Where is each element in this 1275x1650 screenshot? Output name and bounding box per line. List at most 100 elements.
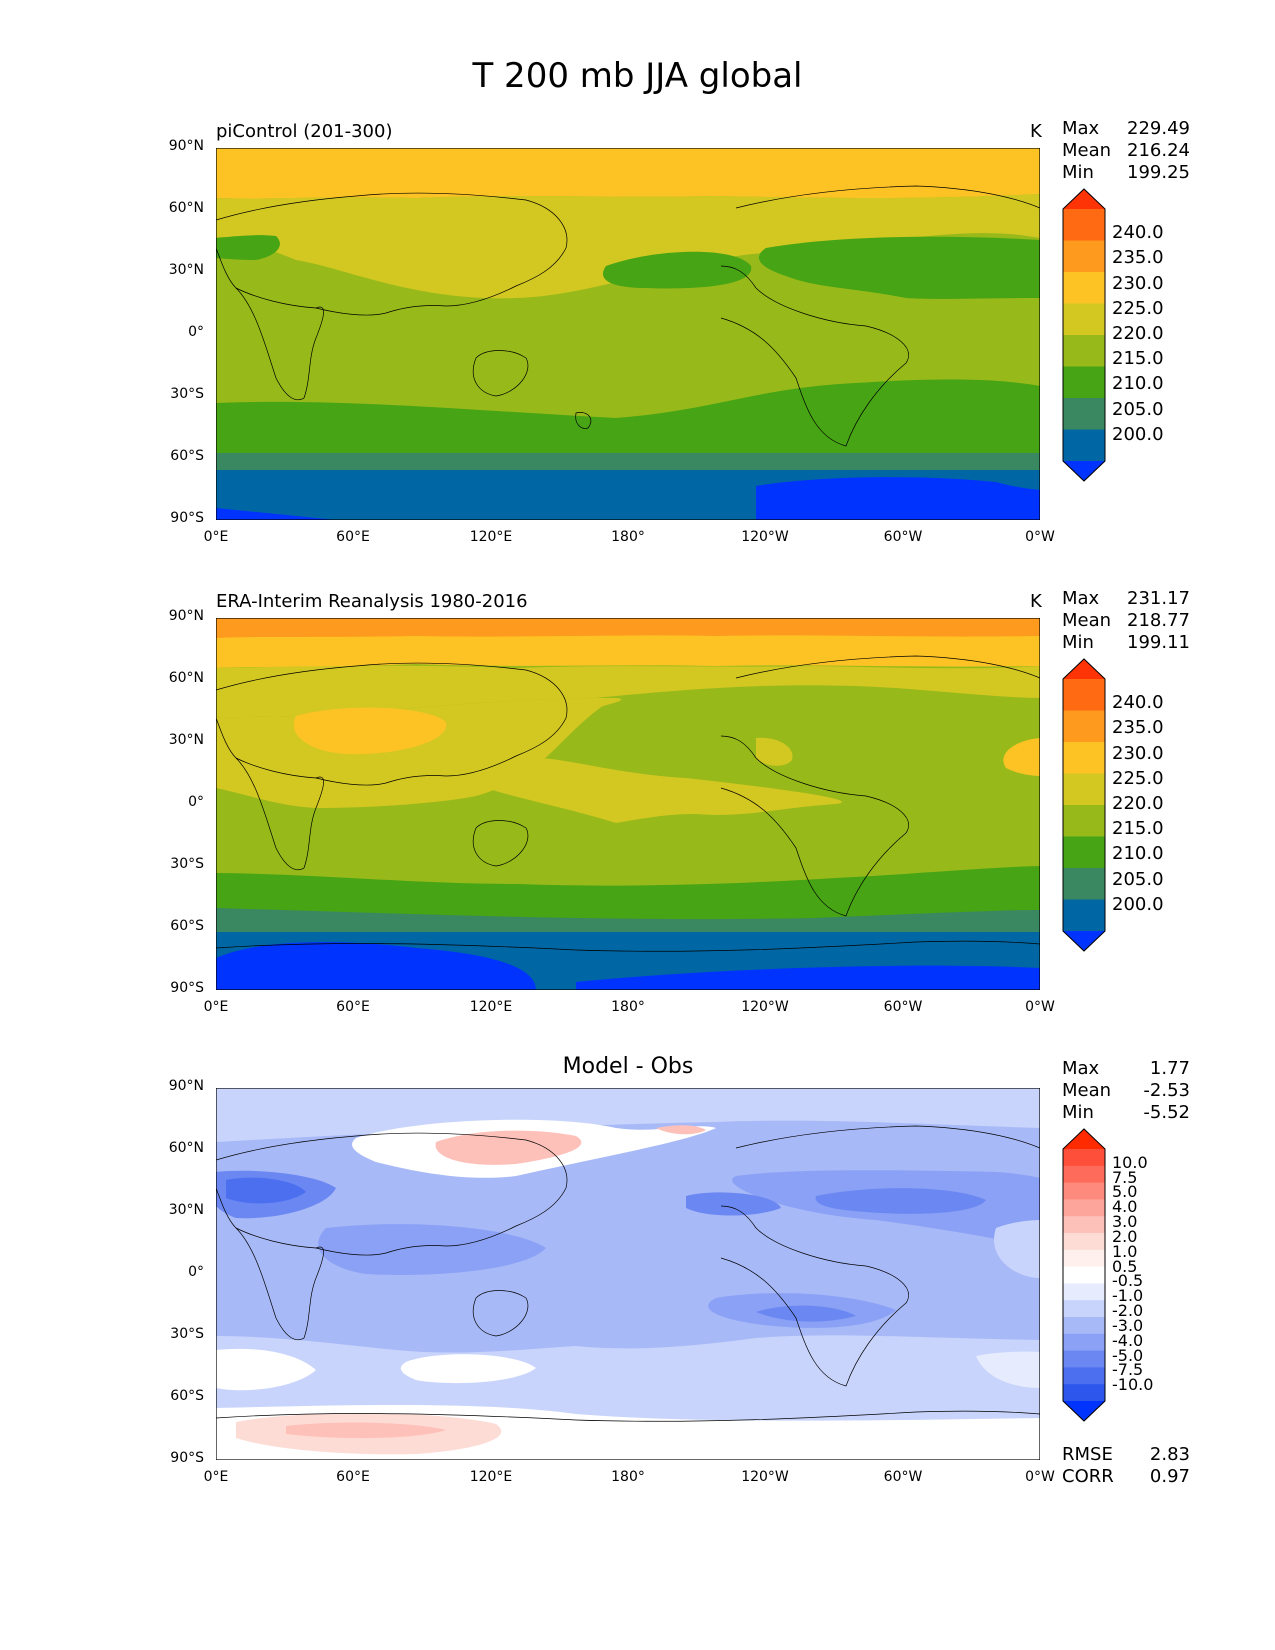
map-plot — [216, 1088, 1040, 1460]
ytick-label: 30°S — [170, 1326, 204, 1342]
ytick-label: 30°S — [170, 856, 204, 872]
stat-min-value: 199.25 — [1127, 162, 1190, 183]
colorbar-segment — [1063, 1300, 1105, 1318]
colorbar-tick-label: -10.0 — [1112, 1375, 1154, 1395]
colorbar-tick-label: -7.5 — [1112, 1360, 1144, 1380]
colorbar-extend-bottom — [1063, 931, 1105, 951]
stats-box: Max 231.17 Mean 218.77 Min 199.11 — [1062, 588, 1190, 654]
colorbar-segment — [1063, 710, 1105, 743]
stat-min-label: Min — [1062, 1102, 1094, 1123]
colorbar-tick-label: 210.0 — [1112, 843, 1164, 865]
colorbar-segment — [1063, 1283, 1105, 1301]
colorbar-segment — [1063, 1384, 1105, 1402]
colorbar-segment — [1063, 1333, 1105, 1352]
colorbar-extend-bottom — [1063, 461, 1105, 481]
ytick-label: 0° — [188, 1264, 204, 1280]
colorbar-tick-label: 0.5 — [1112, 1256, 1138, 1276]
panel-title: ERA-Interim Reanalysis 1980-2016 — [216, 591, 528, 612]
colorbar-tick-label: 200.0 — [1112, 423, 1164, 445]
colorbar-segment — [1063, 1350, 1105, 1368]
colorbar-graphic — [1062, 1128, 1106, 1422]
colorbar-segment — [1063, 679, 1105, 711]
stat-min-label: Min — [1062, 632, 1094, 653]
colorbar-segment — [1063, 899, 1105, 932]
colorbar-segment — [1063, 1199, 1105, 1217]
ytick-label: 90°S — [170, 1450, 204, 1466]
xtick-label: 120°W — [741, 529, 789, 545]
colorbar-segment — [1063, 1233, 1105, 1251]
ytick-label: 90°S — [170, 980, 204, 996]
coastline-shapes — [216, 655, 1040, 952]
colorbar-segment — [1063, 1216, 1105, 1234]
colorbar-tick-label: 240.0 — [1112, 692, 1164, 714]
stat-min-value: 199.11 — [1127, 632, 1190, 653]
rmse-label: RMSE — [1062, 1444, 1113, 1465]
ytick-label: 90°N — [168, 138, 204, 154]
stat-max-label: Max — [1062, 588, 1100, 609]
colorbar-segment — [1063, 209, 1105, 241]
xtick-label: 120°E — [469, 1469, 513, 1485]
stat-mean-label: Mean — [1062, 140, 1112, 161]
stat-mean-value: 216.24 — [1127, 140, 1190, 161]
stat-max-label: Max — [1062, 118, 1100, 139]
xtick-label: 60°E — [336, 1469, 370, 1485]
stat-max-value: 229.49 — [1127, 118, 1190, 139]
xtick-label: 60°W — [883, 1469, 923, 1485]
xtick-label: 60°E — [336, 529, 370, 545]
colorbar-tick-label: 235.0 — [1112, 717, 1164, 739]
colorbar-tick-label: -4.0 — [1112, 1330, 1144, 1350]
rmse-corr-box: RMSE 2.83 CORR 0.97 — [1062, 1444, 1190, 1488]
xtick-label: 60°W — [883, 529, 923, 545]
stat-min-value: -5.52 — [1143, 1102, 1190, 1123]
stats-box: Max 1.77 Mean -2.53 Min -5.52 — [1062, 1058, 1190, 1124]
colorbar-tick-label: 205.0 — [1112, 868, 1164, 890]
colorbar-tick-label: 215.0 — [1112, 348, 1164, 370]
colorbar-tick-label: -5.0 — [1112, 1345, 1144, 1365]
stat-max-value: 1.77 — [1149, 1058, 1190, 1079]
colorbar-tick-label: 1.0 — [1112, 1241, 1138, 1261]
coastline-shapes — [216, 1125, 1040, 1422]
xtick-label: 0°E — [203, 1469, 229, 1485]
colorbar-segment — [1063, 1165, 1105, 1184]
colorbar-tick-label: 230.0 — [1112, 742, 1164, 764]
ytick-label: 30°N — [168, 262, 204, 278]
colorbar-tick-label: -3.0 — [1112, 1315, 1144, 1335]
colorbar-segment — [1063, 335, 1105, 367]
stat-max-value: 231.17 — [1127, 588, 1190, 609]
colorbar-graphic — [1062, 188, 1106, 482]
corr-label: CORR — [1062, 1466, 1114, 1487]
colorbar-segment — [1063, 1317, 1105, 1335]
ytick-label: 60°N — [168, 200, 204, 216]
colorbar-segment — [1063, 272, 1105, 304]
colorbar-tick-label: 5.0 — [1112, 1182, 1138, 1202]
colorbar-segment — [1063, 1182, 1105, 1200]
colorbar-outline — [1062, 658, 1106, 952]
ytick-label: 30°S — [170, 386, 204, 402]
colorbar-tick-label: 220.0 — [1112, 793, 1164, 814]
colorbar-segment — [1063, 805, 1105, 837]
xtick-label: 0°W — [1025, 529, 1055, 545]
ytick-label: 90°N — [168, 608, 204, 624]
panel-title: piControl (201-300) — [216, 121, 393, 142]
xtick-label: 120°W — [741, 1469, 789, 1485]
panel-era-interim: ERA-Interim Reanalysis 1980-2016 K — [0, 588, 1275, 1098]
xtick-label: 180° — [611, 529, 645, 545]
colorbar-segment — [1063, 773, 1105, 806]
colorbar-tick-label: 2.0 — [1112, 1226, 1138, 1246]
stat-mean-label: Mean — [1062, 1080, 1112, 1101]
coastline-shapes — [216, 185, 1040, 447]
figure-title: T 200 mb JJA global — [472, 56, 803, 96]
xtick-label: 60°W — [883, 999, 923, 1015]
colorbar-segment — [1063, 1249, 1105, 1268]
map-plot — [216, 618, 1040, 990]
xtick-label: 0°W — [1025, 999, 1055, 1015]
colorbar-segment — [1063, 303, 1105, 336]
colorbar-tick-label: 200.0 — [1112, 893, 1164, 915]
colorbar-extend-bottom — [1063, 1401, 1105, 1421]
colorbar-tick-label: -1.0 — [1112, 1286, 1144, 1306]
ytick-label: 60°S — [170, 448, 204, 464]
colorbar-segment — [1063, 1266, 1105, 1284]
ytick-label: 90°S — [170, 510, 204, 526]
colorbar-tick-label: 235.0 — [1112, 247, 1164, 269]
colorbar-tick-label: -0.5 — [1112, 1271, 1144, 1291]
